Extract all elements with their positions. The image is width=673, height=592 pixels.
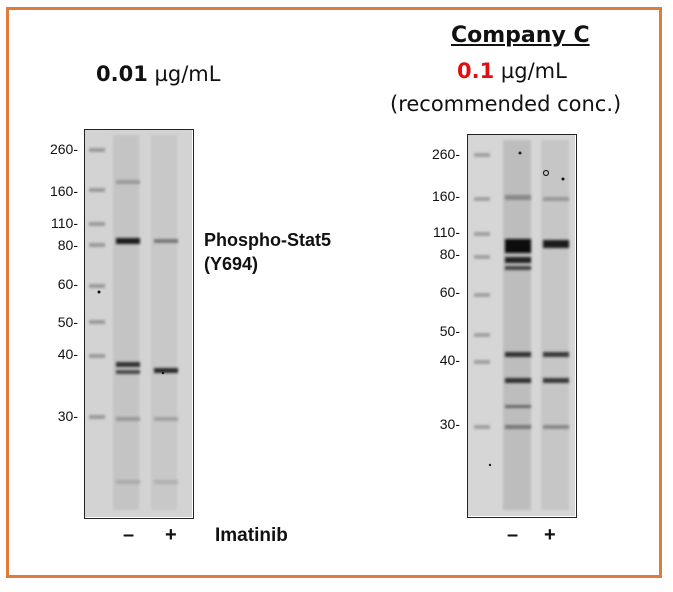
right-mw-30: 30- bbox=[439, 416, 460, 432]
right-mw-160: 160- bbox=[431, 188, 460, 204]
recommended-note: (recommended conc.) bbox=[390, 92, 622, 116]
right-concentration-label: 0.1 µg/mL bbox=[457, 59, 567, 83]
right-blot-bands bbox=[468, 135, 575, 516]
right-blot-image bbox=[467, 134, 577, 518]
right-mw-110: 110- bbox=[433, 224, 460, 240]
left-conc-unit: µg/mL bbox=[154, 62, 221, 86]
right-conc-value: 0.1 bbox=[457, 59, 495, 83]
right-conc-unit: µg/mL bbox=[500, 59, 567, 83]
left-blot-image bbox=[84, 129, 194, 519]
left-mw-40: 40- bbox=[57, 346, 78, 362]
left-concentration-label: 0.01 µg/mL bbox=[96, 62, 220, 86]
right-lane-minus: – bbox=[507, 524, 519, 546]
left-lane-plus: + bbox=[165, 524, 177, 546]
target-protein-label: Phospho-Stat5 (Y694) bbox=[204, 228, 331, 276]
left-mw-30: 30- bbox=[57, 408, 78, 424]
left-mw-110: 110- bbox=[51, 215, 78, 231]
right-mw-260: 260- bbox=[431, 146, 460, 162]
left-mw-60: 60- bbox=[57, 276, 78, 292]
left-mw-80: 80- bbox=[57, 237, 78, 253]
company-label: Company C bbox=[451, 23, 590, 48]
treatment-label: Imatinib bbox=[215, 525, 288, 546]
target-site: (Y694) bbox=[204, 254, 259, 274]
right-lane-plus: + bbox=[544, 524, 556, 546]
right-mw-80: 80- bbox=[439, 246, 460, 262]
left-blot-bands bbox=[85, 130, 192, 517]
left-mw-160: 160- bbox=[49, 183, 78, 199]
figure-frame bbox=[6, 7, 662, 578]
right-mw-50: 50- bbox=[439, 323, 460, 339]
left-mw-260: 260- bbox=[49, 141, 78, 157]
left-lane-minus: – bbox=[123, 524, 135, 546]
left-mw-50: 50- bbox=[57, 314, 78, 330]
right-mw-40: 40- bbox=[439, 352, 460, 368]
left-conc-value: 0.01 bbox=[96, 62, 148, 86]
right-mw-60: 60- bbox=[439, 284, 460, 300]
target-name: Phospho-Stat5 bbox=[204, 230, 332, 250]
